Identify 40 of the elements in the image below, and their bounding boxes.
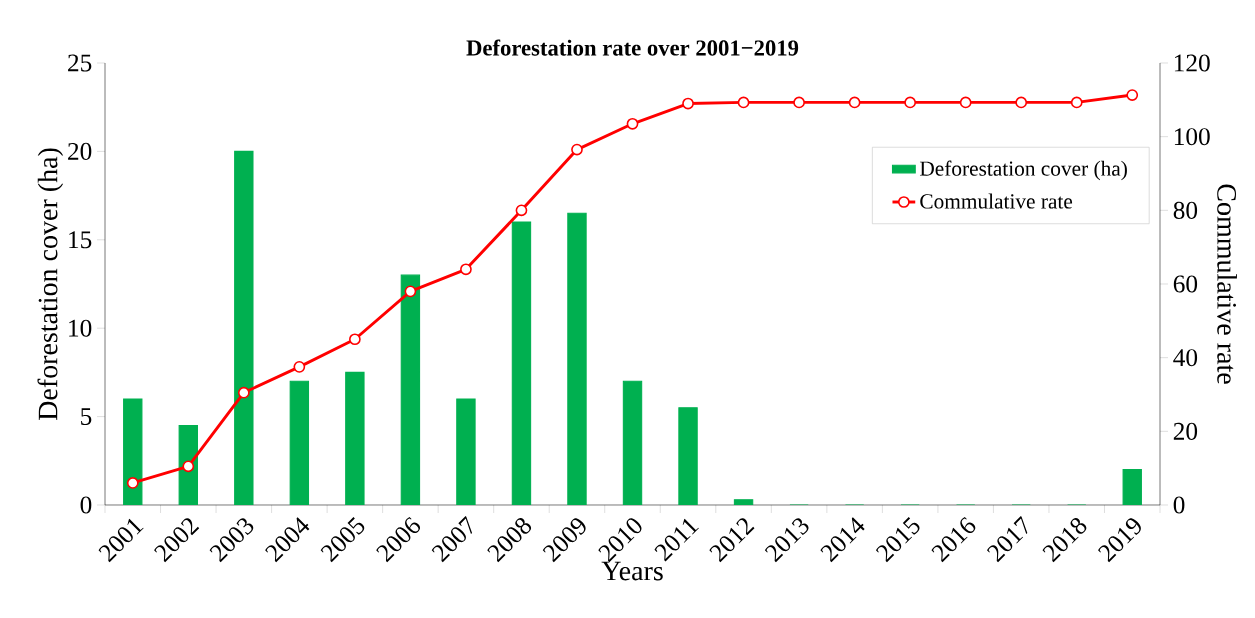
point [1015, 96, 1028, 109]
y-tick-label: 20 [68, 142, 92, 160]
y2-tick-label: 20 [1173, 422, 1198, 440]
y2-tick-label: 60 [1173, 275, 1198, 293]
x-tick-label: 2001 [98, 518, 144, 563]
point [959, 96, 972, 109]
x-axis-title: Years [601, 561, 663, 581]
y2-axis-title: Commulative rate [1217, 184, 1237, 384]
legend-label: Commulative rate [920, 193, 1073, 209]
point [126, 477, 139, 489]
point [571, 143, 583, 156]
point [237, 386, 250, 399]
point [737, 96, 750, 109]
point [1126, 89, 1139, 101]
y-tick-label: 5 [81, 408, 92, 426]
y-tick-label: 25 [68, 54, 92, 72]
y-tick-label: 10 [69, 319, 92, 337]
y-axis-title: Deforestation cover (ha) [37, 148, 64, 421]
point [293, 361, 306, 373]
x-tick-label: 2011 [654, 518, 699, 562]
point [682, 97, 694, 110]
point [848, 96, 861, 109]
point [1070, 96, 1083, 109]
point [182, 460, 195, 473]
point [460, 263, 472, 276]
y2-tick-label: 0 [1173, 496, 1185, 514]
point [515, 204, 528, 217]
point [349, 333, 361, 346]
y2-tick-label: 40 [1173, 349, 1198, 367]
y2-tick-label: 80 [1173, 201, 1198, 219]
point [793, 96, 805, 109]
y2-tick-label: 120 [1174, 54, 1210, 72]
y-tick-label: 0 [80, 496, 92, 514]
point [404, 285, 417, 298]
y-tick-label: 15 [69, 231, 92, 249]
chart-title: Deforestation rate over 2001−2019 [466, 39, 799, 56]
point [904, 96, 917, 109]
point [626, 117, 639, 130]
legend-label: Deforestation cover (ha) [919, 160, 1127, 181]
y2-tick-label: 100 [1174, 128, 1210, 146]
